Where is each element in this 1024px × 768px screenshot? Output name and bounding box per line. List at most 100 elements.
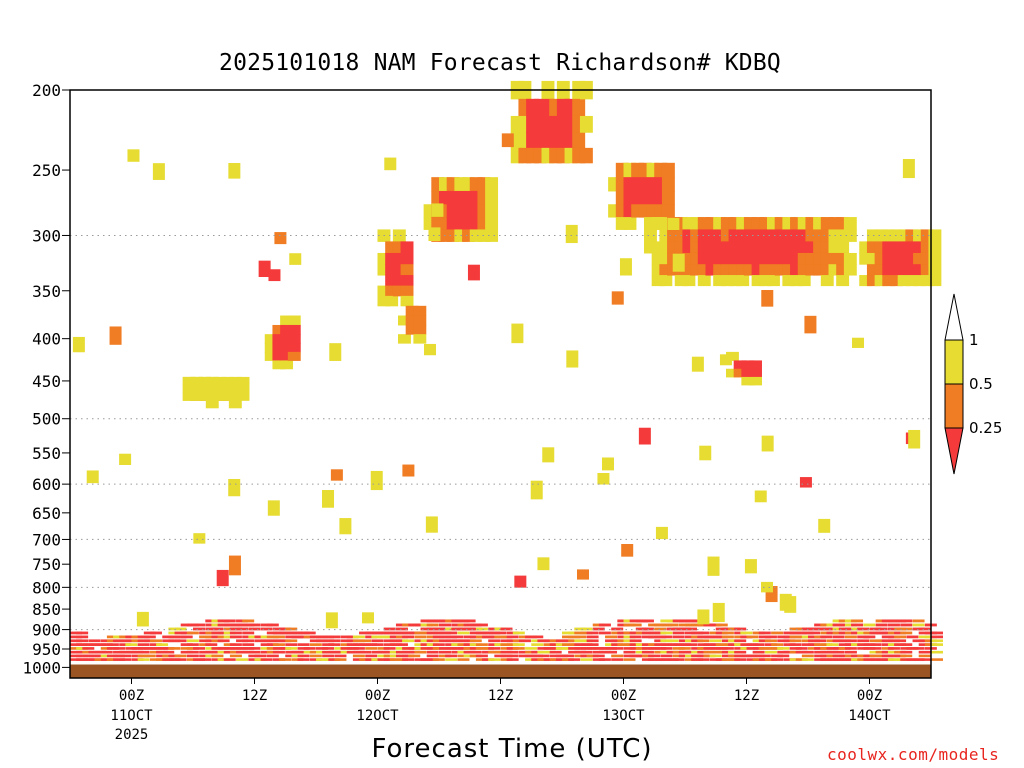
heatmap-cell bbox=[211, 635, 224, 639]
heatmap-cell bbox=[751, 275, 765, 287]
heatmap-cell bbox=[287, 324, 301, 335]
heatmap-cell bbox=[913, 275, 926, 287]
heatmap-cell bbox=[469, 647, 482, 650]
heatmap-cell bbox=[719, 354, 732, 366]
heatmap-cell bbox=[272, 647, 285, 650]
heatmap-cell bbox=[682, 275, 696, 287]
heatmap-cell bbox=[285, 627, 298, 631]
heatmap-cell bbox=[721, 631, 734, 635]
heatmap-cell bbox=[832, 627, 845, 631]
heatmap-cell bbox=[795, 635, 808, 639]
heatmap-cell bbox=[672, 650, 685, 654]
heatmap-cell bbox=[648, 623, 661, 627]
credit-link[interactable]: coolwx.com/models bbox=[827, 745, 1000, 764]
x-tick-date: 14OCT bbox=[848, 708, 891, 724]
heatmap-cell bbox=[690, 264, 704, 276]
heatmap-cell bbox=[767, 264, 780, 276]
heatmap-cell bbox=[562, 654, 574, 658]
heatmap-cell bbox=[623, 631, 636, 635]
heatmap-cell bbox=[592, 654, 605, 658]
heatmap-cell bbox=[537, 557, 550, 571]
heatmap-cell bbox=[851, 643, 864, 646]
heatmap-cell bbox=[836, 264, 850, 276]
heatmap-cell bbox=[297, 631, 310, 635]
heatmap-cell bbox=[287, 334, 301, 344]
heatmap-cell bbox=[887, 627, 900, 631]
heatmap-cell bbox=[705, 252, 719, 265]
colorbar-label: 0.5 bbox=[969, 375, 993, 393]
heatmap-cell bbox=[248, 647, 261, 650]
heatmap-cell bbox=[426, 635, 439, 639]
heatmap-cell bbox=[611, 627, 624, 631]
heatmap-cell bbox=[266, 639, 279, 643]
heatmap-cell bbox=[774, 264, 788, 276]
heatmap-cell bbox=[518, 639, 531, 643]
heatmap-cell bbox=[88, 639, 101, 643]
heatmap-cell bbox=[890, 275, 903, 287]
heatmap-cell bbox=[113, 635, 126, 639]
heatmap-cell bbox=[782, 252, 796, 265]
heatmap-cell bbox=[838, 631, 851, 635]
heatmap-cell bbox=[228, 478, 241, 497]
heatmap-cell bbox=[875, 658, 888, 661]
heatmap-cell bbox=[758, 658, 771, 661]
y-tick-label: 600 bbox=[32, 475, 61, 494]
heatmap-cell bbox=[734, 647, 747, 650]
heatmap-cell bbox=[125, 639, 138, 643]
colorbar-label: 0.25 bbox=[969, 419, 1002, 437]
heatmap-cell bbox=[274, 232, 287, 245]
heatmap-cell bbox=[280, 334, 294, 344]
heatmap-cell bbox=[531, 639, 544, 643]
heatmap-cell bbox=[887, 631, 900, 635]
heatmap-cell bbox=[420, 627, 433, 631]
heatmap-cell bbox=[506, 650, 519, 654]
heatmap-cell bbox=[568, 643, 581, 646]
heatmap-cell bbox=[667, 217, 680, 231]
heatmap-cell bbox=[641, 650, 654, 654]
heatmap-cell bbox=[113, 658, 126, 661]
heatmap-cell bbox=[291, 658, 304, 661]
heatmap-cell bbox=[439, 639, 451, 643]
heatmap-cell bbox=[826, 647, 839, 650]
heatmap-cell bbox=[902, 158, 915, 179]
heatmap-cell bbox=[463, 654, 476, 658]
heatmap-cell bbox=[186, 647, 199, 650]
heatmap-cell bbox=[70, 647, 82, 650]
heatmap-cell bbox=[875, 654, 888, 658]
heatmap-cell bbox=[279, 631, 292, 635]
heatmap-cell bbox=[445, 639, 458, 643]
heatmap-cell bbox=[715, 658, 728, 661]
heatmap-cell bbox=[297, 635, 310, 639]
heatmap-cell bbox=[651, 252, 665, 265]
heatmap-cell bbox=[414, 639, 427, 643]
heatmap-cell bbox=[741, 368, 755, 378]
heatmap-cell bbox=[912, 619, 925, 623]
heatmap-cell bbox=[894, 627, 907, 631]
heatmap-cell bbox=[728, 658, 741, 661]
heatmap-cell bbox=[400, 252, 414, 265]
heatmap-cell bbox=[728, 264, 742, 276]
heatmap-cell bbox=[137, 650, 150, 654]
heatmap-cell bbox=[685, 635, 697, 639]
heatmap-cell bbox=[168, 639, 181, 643]
heatmap-cell bbox=[425, 516, 438, 533]
heatmap-cell bbox=[469, 643, 482, 646]
heatmap-cell bbox=[654, 639, 667, 643]
heatmap-cell bbox=[264, 334, 278, 344]
heatmap-cell bbox=[790, 275, 803, 287]
heatmap-cell bbox=[322, 647, 335, 650]
heatmap-cell bbox=[383, 639, 396, 643]
heatmap-cell bbox=[931, 635, 943, 639]
heatmap-cell bbox=[685, 639, 697, 643]
heatmap-cell bbox=[863, 623, 876, 627]
heatmap-cell bbox=[260, 639, 273, 643]
heatmap-cell bbox=[377, 631, 390, 635]
heatmap-cell bbox=[291, 635, 304, 639]
heatmap-cell bbox=[900, 658, 913, 661]
heatmap-cell bbox=[761, 435, 774, 452]
heatmap-cell bbox=[774, 252, 788, 265]
heatmap-cell bbox=[765, 586, 778, 603]
heatmap-cell bbox=[383, 627, 396, 631]
heatmap-cell bbox=[887, 658, 900, 661]
heatmap-cell bbox=[580, 650, 593, 654]
